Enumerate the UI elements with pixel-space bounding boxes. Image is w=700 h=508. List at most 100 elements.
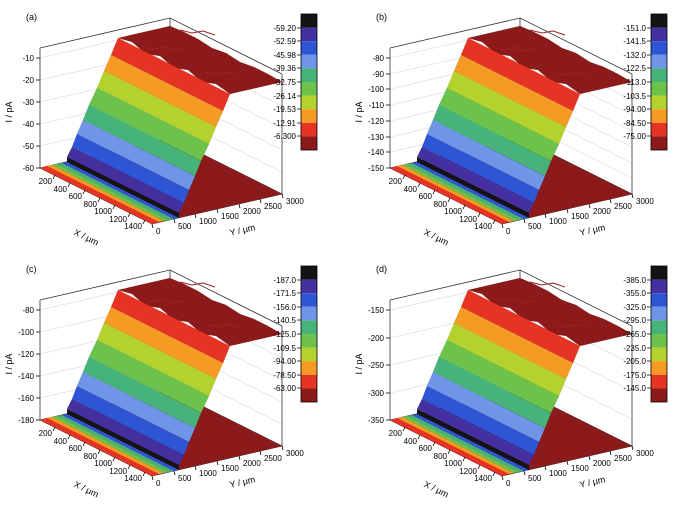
colorbar-ticks [647,27,651,137]
colorbar-label: -295.0 [623,316,646,325]
colorbar-block [301,279,317,294]
panel-b: -80 -90 -100 -110 -120 -130 -140 -150 200 400 600… [350,0,700,251]
colorbar-labels: -59.20 -52.59 -45.98 -39.36 -32.75 -26.14 -19.… [273,24,296,141]
panel-d: -150 -200 -250 -300 -350 200 400 600 800 1000 120… [350,252,700,503]
y-tick-label: 1500 [221,212,239,221]
colorbar-label: -39.36 [273,64,296,73]
surface-plot-b: -80 -90 -100 -110 -120 -130 -140 -150 200400600… [354,12,668,248]
colorbar-label: -141.5 [623,37,646,46]
panel-c: -80 -100 -120 -140 -160 -180 200 400 600 800 1000… [0,252,350,503]
colorbar-label: -325.0 [623,303,646,312]
colorbar-label: -171.5 [273,289,296,298]
x-axis-title: X / μm [72,479,100,499]
panel-label: (b) [376,12,387,22]
y-axis-title: Y / μm [229,474,257,490]
colorbar-label: -63.00 [273,384,296,393]
colorbar-block [301,27,317,42]
colorbar-labels: -151.0 -141.5 -132.0 -122.5 -113.0 -103.5 -94.… [623,24,646,141]
colorbar-block [651,334,667,348]
z-tick-label: -130 [368,133,385,142]
y-tick-label: 2000 [593,207,611,216]
y-tick-label: 0 [156,479,161,488]
z-tick-label: -30 [22,98,34,107]
z-tick-label: -100 [18,328,35,337]
colorbar-block [301,109,317,123]
surface-plot-c: -80-100-120-140-160-180 2004006008001000… [4,264,318,500]
y-tick-label: 2500 [264,454,282,463]
colorbar-block [651,388,667,402]
z-tick-label: -110 [369,101,385,110]
y-tick-label: 2000 [593,459,611,468]
colorbar [651,14,667,150]
colorbar-block [301,361,317,375]
y-axis-title: Y / μm [579,474,607,490]
x-tick-label: 800 [84,452,98,461]
x-tick-label: 400 [54,437,68,446]
colorbar-label: -151.0 [623,24,646,33]
y-tick-label: 0 [506,227,511,236]
colorbar-block [301,14,317,28]
z-axis-ticks [36,57,40,169]
colorbar-label: -26.14 [273,92,296,101]
z-axis-title: I / pA [354,101,364,122]
panel-label: (a) [26,12,37,22]
colorbar-block [651,68,667,82]
colorbar-label: -187.0 [273,276,296,285]
x-tick-label: 1000 [444,207,462,216]
colorbar-label: -19.53 [273,105,296,114]
x-tick-label: 800 [84,200,98,209]
colorbar-block [651,14,667,28]
x-tick-label: 800 [434,200,448,209]
z-axis-ticks [386,309,390,421]
colorbar-labels: -187.0 -171.5 -156.0 -140.5 -125.0 -109.5 -94.… [273,276,296,393]
y-axis-title: Y / μm [579,222,607,238]
z-tick-label: -80 [22,306,34,315]
colorbar [651,266,667,402]
colorbar-label: -265.0 [623,330,646,339]
panel-a: -10 -20 -30 -40 -50 -60 200 400 600 800 1000 1200 1… [0,0,350,251]
colorbar-label: -140.5 [273,316,296,325]
colorbar-block [301,41,317,55]
x-tick-label: 200 [389,429,403,438]
x-tick-label: 1400 [124,474,142,483]
x-tick-label: 800 [434,452,448,461]
y-tick-label: 1000 [549,217,567,226]
colorbar-block [651,293,667,307]
colorbar-block [651,27,667,42]
z-tick-label: -250 [368,361,385,370]
z-axis-ticks [36,309,40,421]
colorbar-ticks [297,279,301,389]
z-tick-label: -120 [18,350,35,359]
x-tick-label: 400 [54,185,68,194]
colorbar-block [301,334,317,348]
colorbar-label: -12.91 [273,119,296,128]
colorbar-block [301,68,317,82]
colorbar-label: -6.300 [273,132,296,141]
panel-label: (d) [376,264,387,274]
z-tick-label: -150 [368,164,385,173]
colorbar-label: -52.59 [273,37,296,46]
colorbar-block [301,347,317,362]
x-tick-label: 1200 [109,467,127,476]
z-axis-ticks [386,57,390,169]
colorbar-label: -125.0 [273,330,296,339]
z-tick-label: -60 [22,164,34,173]
colorbar-label: -75.00 [623,132,646,141]
colorbar-label: -59.20 [273,24,296,33]
colorbar-block [651,122,667,137]
colorbar-label: -175.0 [623,371,646,380]
colorbar-label: -84.50 [623,119,646,128]
y-tick-label: 1000 [199,469,217,478]
x-tick-label: 400 [404,437,418,446]
x-tick-label: 600 [69,444,83,453]
colorbar-block [651,347,667,362]
x-axis-title: X / μm [72,227,100,247]
x-tick-label: 600 [419,444,433,453]
colorbar-label: -103.5 [623,92,646,101]
z-tick-label: -20 [22,76,34,85]
z-tick-labels: -10 -20 -30 -40 -50 -60 [22,54,34,173]
